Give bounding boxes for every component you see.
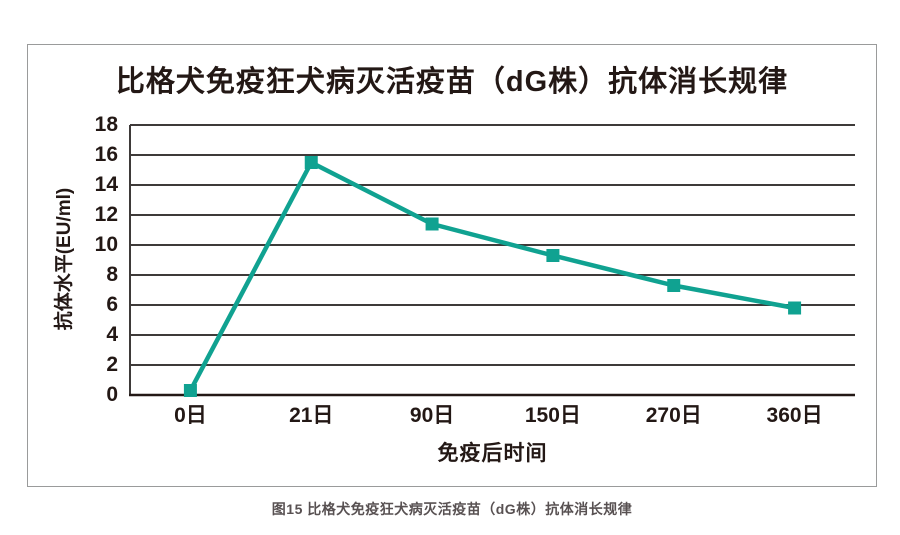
data-point-marker <box>425 217 439 231</box>
figure-caption: 图15 比格犬免疫狂犬病灭活疫苗（dG株）抗体消长规律 <box>271 501 633 517</box>
y-tick-label: 12 <box>94 203 118 226</box>
y-tick-label: 6 <box>106 293 118 316</box>
y-tick-label: 4 <box>106 323 118 346</box>
x-tick-label: 0日 <box>174 404 207 427</box>
chart-frame <box>27 44 877 487</box>
y-tick-label: 10 <box>94 233 118 256</box>
data-point-marker <box>546 249 560 262</box>
x-tick-label: 270日 <box>645 404 702 427</box>
y-tick-label: 14 <box>94 173 118 196</box>
data-point-marker <box>183 384 197 397</box>
y-tick-label: 8 <box>106 263 118 286</box>
x-tick-label: 360日 <box>766 404 823 427</box>
data-point-marker <box>667 279 681 292</box>
x-tick-label: 90日 <box>409 404 455 427</box>
x-tick-label: 21日 <box>289 404 334 427</box>
y-tick-label: 2 <box>106 353 118 376</box>
x-tick-label: 150日 <box>524 404 581 427</box>
trend-line <box>188 160 797 393</box>
y-tick-label: 0 <box>106 383 118 406</box>
chart-title: 比格犬免疫狂犬病灭活疫苗（dG株）抗体消长规律 <box>115 66 789 98</box>
data-point-marker <box>788 301 802 315</box>
y-tick-label: 16 <box>94 143 118 166</box>
y-axis-title: 抗体水平(EU/ml) <box>54 187 75 331</box>
y-tick-label: 18 <box>94 113 118 136</box>
x-axis-title: 免疫后时间 <box>437 442 548 465</box>
data-point-marker <box>304 156 318 169</box>
